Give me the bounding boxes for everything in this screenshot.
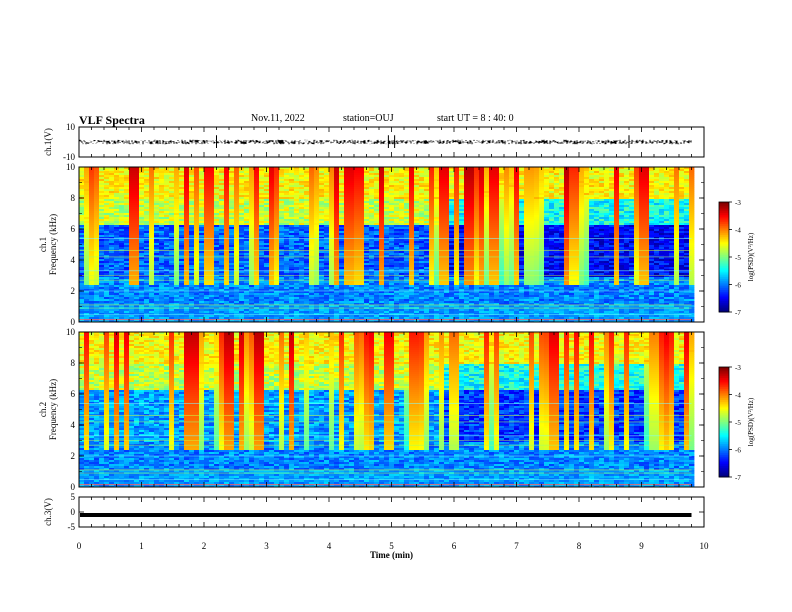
x-tick-label: 4 xyxy=(327,541,332,551)
ch2-spec-ylabel-line: Frequency (kHz) xyxy=(48,379,58,440)
x-tick-label: 10 xyxy=(700,541,710,551)
spectrogram-1 xyxy=(79,167,695,322)
ch1-ylabel-line: ch.1(V) xyxy=(43,128,53,156)
colorbar-ch2-tick: -3 xyxy=(735,364,741,372)
x-tick-label: 1 xyxy=(139,541,144,551)
colorbar-ch1 xyxy=(719,202,729,313)
y-tick-label: 8 xyxy=(71,193,76,203)
station-label: station=OUJ xyxy=(343,113,394,124)
colorbar-ch1-tick: -7 xyxy=(735,309,741,317)
colorbar-ch2 xyxy=(719,367,729,478)
colorbar-ch1-tick: -3 xyxy=(735,199,741,207)
x-axis-label: Time (min) xyxy=(370,550,413,560)
date-label: Nov.11, 2022 xyxy=(251,113,305,124)
y-tick-label: -5 xyxy=(68,522,76,532)
ch1-ylabel: ch.1(V) xyxy=(43,128,53,156)
x-tick-label: 9 xyxy=(639,541,644,551)
chart-title: VLF Spectra xyxy=(79,113,145,127)
y-tick-label: 6 xyxy=(71,224,76,234)
y-tick-label: 10 xyxy=(66,162,76,172)
x-tick-label: 0 xyxy=(77,541,82,551)
y-tick-label: 0 xyxy=(71,507,76,517)
ch1-spec-ylabel-line: ch.1 xyxy=(38,237,48,252)
ch2-spec-ylabel-line: ch.2 xyxy=(38,402,48,417)
y-tick-label: 0 xyxy=(71,482,76,492)
y-tick-label: -10 xyxy=(63,152,75,162)
y-tick-label: 2 xyxy=(71,286,76,296)
ch1-spec-ylabel-line: Frequency (kHz) xyxy=(48,214,58,275)
y-tick-label: 4 xyxy=(71,420,76,430)
x-tick-label: 3 xyxy=(264,541,269,551)
colorbar-ch2-tick: -7 xyxy=(735,474,741,482)
colorbar-ch2-tick: -5 xyxy=(735,419,741,427)
x-tick-label: 8 xyxy=(577,541,582,551)
x-tick-label: 5 xyxy=(389,541,394,551)
y-tick-label: 5 xyxy=(71,492,76,502)
colorbar-ch2-tick: -6 xyxy=(735,447,741,455)
y-tick-label: 0 xyxy=(71,317,76,327)
colorbar-ch2-tick: -4 xyxy=(735,392,741,400)
spectrogram-2 xyxy=(79,332,695,487)
y-tick-label: 6 xyxy=(71,389,76,399)
y-tick-label: 10 xyxy=(66,327,76,337)
colorbar-ch1-tick: -4 xyxy=(735,227,741,235)
ch1-trace xyxy=(79,139,692,145)
colorbar-ch1-tick: -5 xyxy=(735,254,741,262)
ch3-ylabel: ch.3(V) xyxy=(43,498,53,526)
colorbar-ch1-label: log(PSD)(V²/Hz) xyxy=(747,232,755,281)
x-tick-label: 7 xyxy=(514,541,519,551)
y-tick-label: 10 xyxy=(66,122,76,132)
x-tick-label: 6 xyxy=(452,541,457,551)
waveform-layer xyxy=(79,135,692,517)
axes-layer xyxy=(78,126,732,528)
x-tick-label: 2 xyxy=(202,541,207,551)
colorbar-ch2-label: log(PSD)(V²/Hz) xyxy=(747,397,755,446)
y-tick-label: 2 xyxy=(71,451,76,461)
y-tick-label: 8 xyxy=(71,358,76,368)
spectrogram-layer xyxy=(79,167,729,487)
start-time-label: start UT = 8 : 40: 0 xyxy=(437,113,514,124)
colorbar-ch1-tick: -6 xyxy=(735,282,741,290)
ch2-spec-ylabel: ch.2 Frequency (kHz) xyxy=(38,379,58,440)
ch1-spec-ylabel: ch.1 Frequency (kHz) xyxy=(38,214,58,275)
y-tick-label: 4 xyxy=(71,255,76,265)
ch3-ylabel-line: ch.3(V) xyxy=(43,498,53,526)
